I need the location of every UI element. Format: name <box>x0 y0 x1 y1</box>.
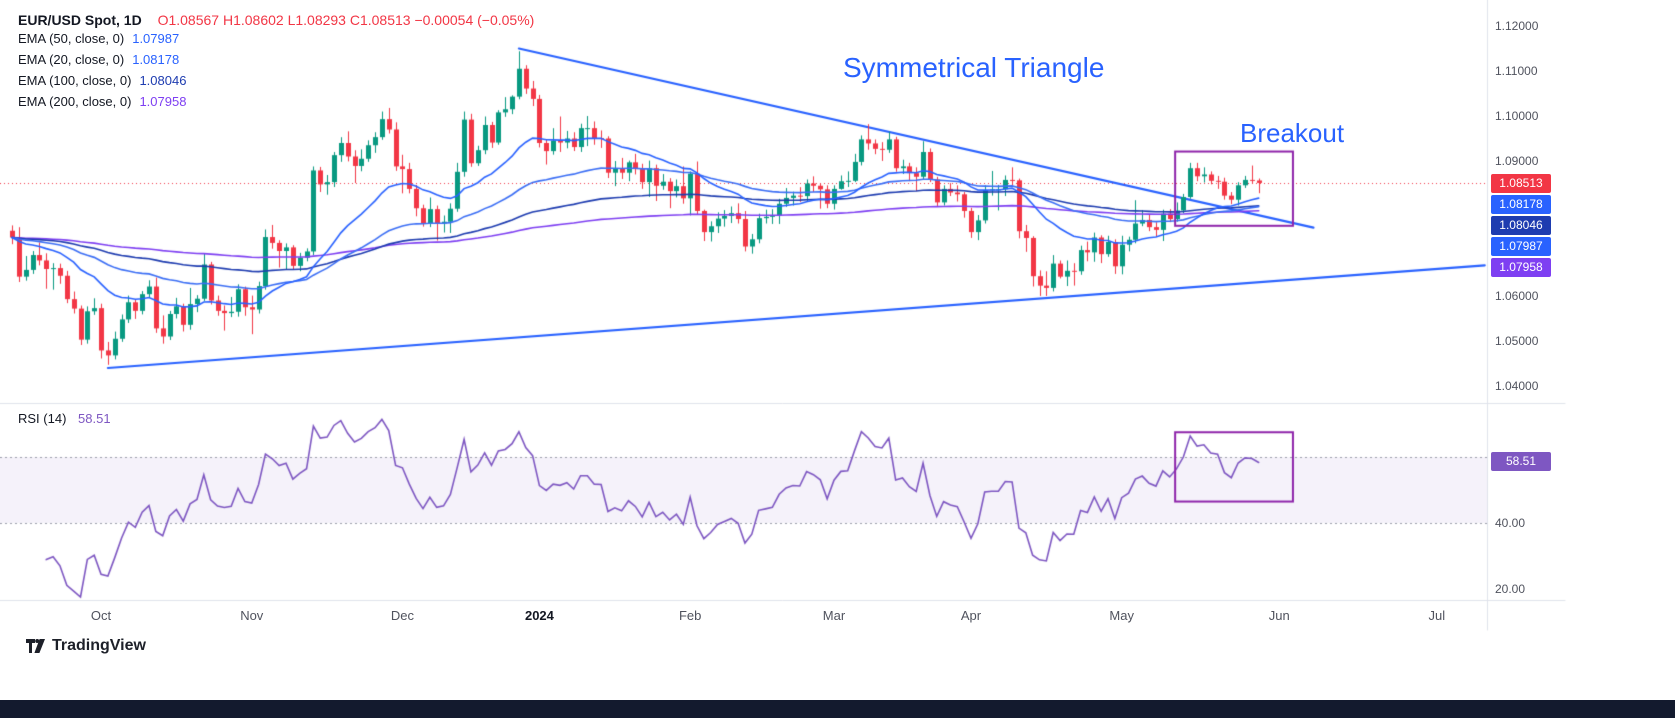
ohlc-values: O1.08567 H1.08602 L1.08293 C1.08513 −0.0… <box>157 12 535 28</box>
time-axis-tick: Dec <box>390 608 414 623</box>
indicator-label: EMA (100, close, 0) <box>18 73 132 88</box>
indicator-value: 1.07958 <box>139 94 187 109</box>
bottom-bar <box>0 700 1675 718</box>
time-axis-tick: Oct <box>90 608 112 623</box>
symbol-title[interactable]: EUR/USD Spot, 1D <box>18 12 142 28</box>
indicator-row: EMA (100, close, 0) 1.08046 <box>18 70 534 91</box>
rsi-legend: RSI (14) 58.51 <box>18 411 111 426</box>
time-axis-tick: Jun <box>1268 608 1290 623</box>
indicator-row: EMA (20, close, 0) 1.08178 <box>18 49 534 70</box>
rsi-axis-label: 40.00 <box>1495 516 1526 530</box>
annotation-symmetrical-triangle[interactable]: Symmetrical Triangle <box>843 52 1105 83</box>
indicator-label: EMA (50, close, 0) <box>18 31 125 46</box>
price-axis-badge: 1.08513 <box>1491 174 1551 193</box>
price-axis[interactable]: 1.12000 1.11000 1.10000 1.09000 1.06000 1.050… <box>1489 0 1575 632</box>
time-axis-tick: Nov <box>240 608 264 623</box>
price-axis-badge: 1.07958 <box>1491 258 1551 277</box>
rsi-label: RSI (14) <box>18 411 67 426</box>
indicator-value: 1.08178 <box>132 52 180 67</box>
tradingview-logo[interactable]: TradingView <box>26 637 146 655</box>
price-axis-label: 1.09000 <box>1495 154 1539 168</box>
time-axis-tick: May <box>1109 608 1134 623</box>
tradingview-logo-text: TradingView <box>52 637 146 654</box>
rsi-value: 58.51 <box>78 411 111 426</box>
time-axis-tick: Jul <box>1428 608 1446 623</box>
indicator-row: EMA (200, close, 0) 1.07958 <box>18 91 534 112</box>
rsi-axis-label: 20.00 <box>1495 582 1526 596</box>
indicator-value: 1.07987 <box>132 31 180 46</box>
rsi-axis-badge: 58.51 <box>1491 452 1551 471</box>
time-axis-tick: Mar <box>822 608 846 623</box>
indicator-label: EMA (200, close, 0) <box>18 94 132 109</box>
chart-legend: EUR/USD Spot, 1D O1.08567 H1.08602 L1.08… <box>18 12 534 112</box>
price-axis-badge: 1.07987 <box>1491 237 1551 256</box>
annotation-breakout[interactable]: Breakout <box>1240 118 1345 148</box>
indicator-legend: EMA (50, close, 0) 1.07987 EMA (20, close,… <box>18 28 534 112</box>
time-axis-tick: Feb <box>678 608 702 623</box>
tradingview-logo-icon <box>26 638 45 654</box>
legend-title-row: EUR/USD Spot, 1D O1.08567 H1.08602 L1.08… <box>18 12 534 28</box>
time-axis-tick: Apr <box>960 608 982 623</box>
price-axis-badge: 1.08046 <box>1491 216 1551 235</box>
price-axis-label: 1.06000 <box>1495 289 1539 303</box>
indicator-value: 1.08046 <box>139 73 187 88</box>
price-axis-label: 1.11000 <box>1495 64 1538 78</box>
time-axis-tick: 2024 <box>524 608 554 623</box>
indicator-label: EMA (20, close, 0) <box>18 52 125 67</box>
price-axis-label: 1.12000 <box>1495 19 1539 33</box>
price-axis-label: 1.04000 <box>1495 379 1539 393</box>
time-axis[interactable]: Oct Nov Dec 2024 Feb Mar Apr May Jun Jul <box>0 601 1487 629</box>
price-axis-badge: 1.08178 <box>1491 195 1551 214</box>
indicator-row: EMA (50, close, 0) 1.07987 <box>18 28 534 49</box>
price-axis-label: 1.10000 <box>1495 109 1539 123</box>
price-axis-label: 1.05000 <box>1495 334 1539 348</box>
